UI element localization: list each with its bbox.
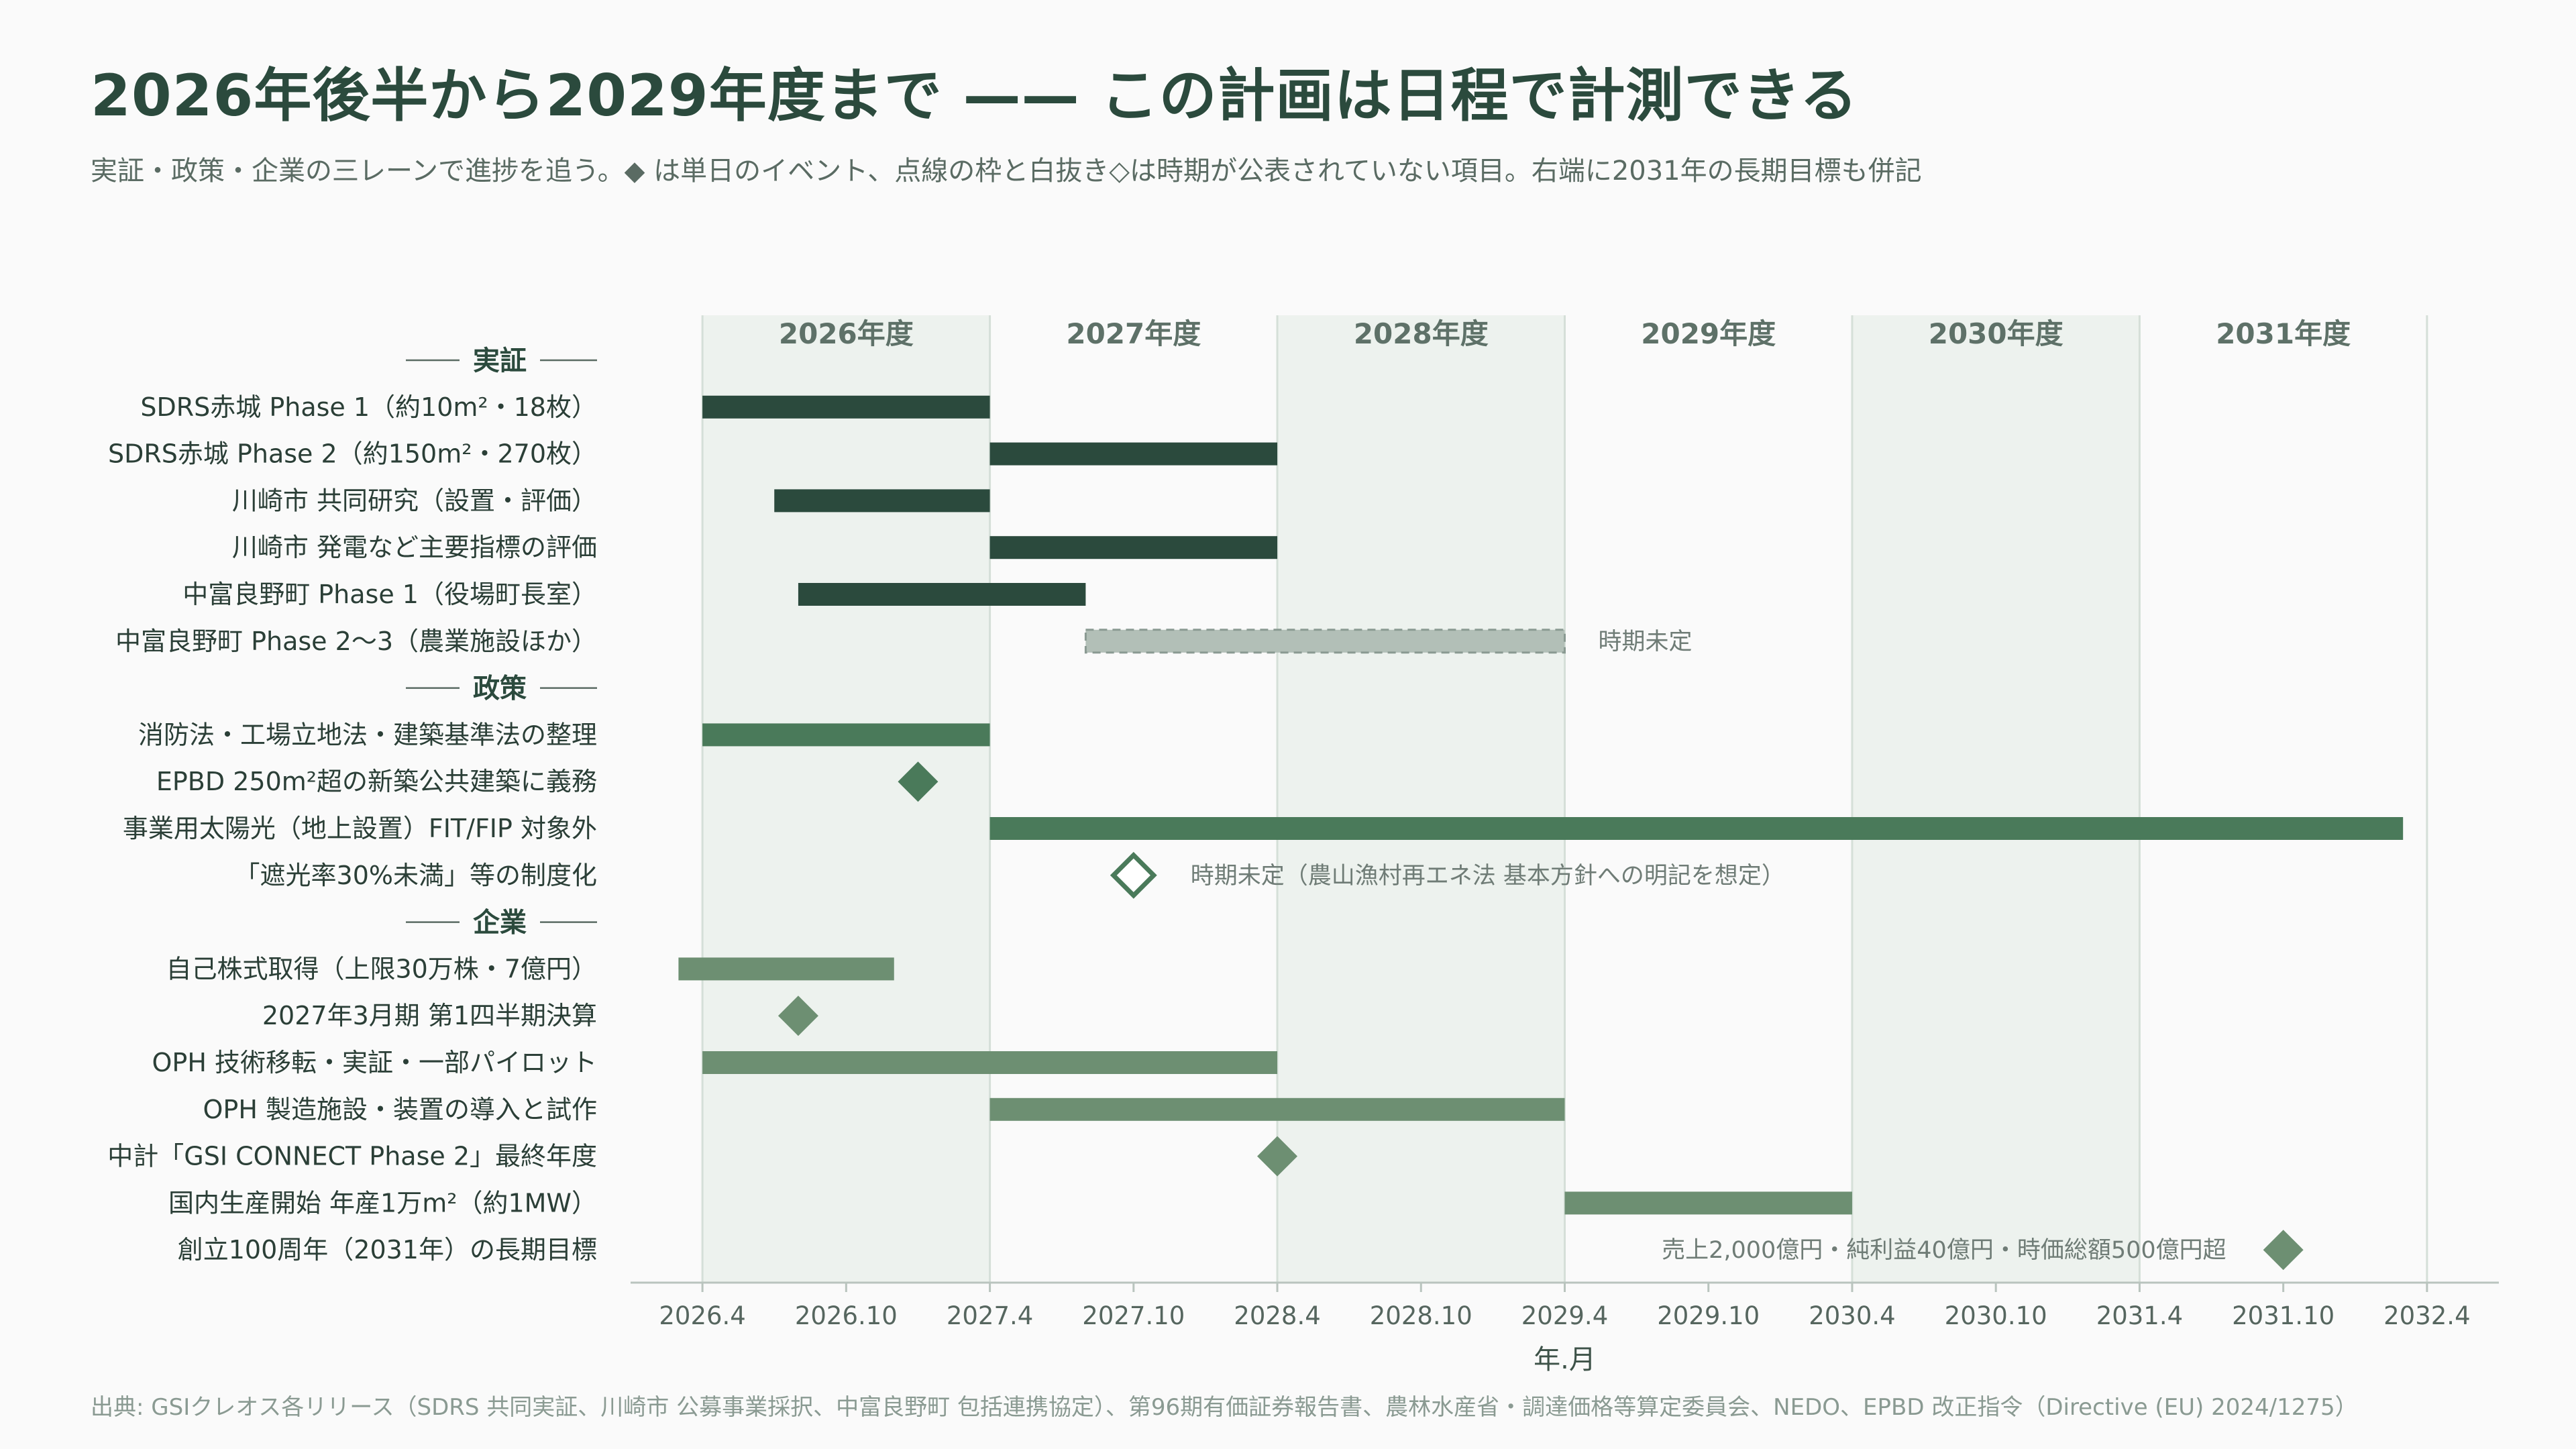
row-label: OPH 製造施設・装置の導入と試作 xyxy=(203,1095,597,1124)
x-axis-title: 年.月 xyxy=(1534,1344,1596,1375)
event-note: 時期未定（農山漁村再エネ法 基本方針への明記を想定） xyxy=(1191,863,1785,890)
section-label: 実証 xyxy=(473,345,527,376)
row-label: 中富良野町 Phase 1（役場町長室） xyxy=(182,580,597,609)
gantt-bar xyxy=(678,957,894,981)
event-marker xyxy=(1257,1136,1298,1177)
row-label: 「遮光率30%未満」等の制度化 xyxy=(235,861,597,890)
x-tick-label: 2029.4 xyxy=(1521,1301,1608,1330)
x-tick-label: 2026.4 xyxy=(659,1301,745,1330)
row-label: 国内生産開始 年産1万m²（約1MW） xyxy=(168,1188,597,1218)
x-tick-label: 2028.10 xyxy=(1370,1301,1472,1330)
event-marker xyxy=(898,761,938,802)
row-label: 中計「GSI CONNECT Phase 2」最終年度 xyxy=(107,1142,597,1171)
x-tick-label: 2028.4 xyxy=(1234,1301,1320,1330)
fiscal-year-label: 2029年度 xyxy=(1641,317,1776,350)
row-label: EPBD 250m²超の新築公共建築に義務 xyxy=(156,767,597,796)
row-label: 消防法・工場立地法・建築基準法の整理 xyxy=(138,720,597,749)
x-tick-label: 2030.10 xyxy=(1945,1301,2047,1330)
row-label: 中富良野町 Phase 2〜3（農業施設ほか） xyxy=(115,627,597,656)
event-marker xyxy=(777,996,818,1036)
event-marker xyxy=(2263,1230,2304,1271)
row-label: 事業用太陽光（地上設置）FIT/FIP 対象外 xyxy=(123,814,597,843)
fiscal-year-label: 2028年度 xyxy=(1354,317,1489,350)
gantt-bar xyxy=(989,536,1278,559)
gantt-bar xyxy=(1564,1191,1852,1215)
x-tick-label: 2031.10 xyxy=(2232,1301,2334,1330)
fiscal-year-label: 2031年度 xyxy=(2216,317,2351,350)
page-title: 2026年後半から2029年度まで —— この計画は日程で計測できる xyxy=(91,62,1858,129)
source-note: 出典: GSIクレオス各リリース（SDRS 共同実証、川崎市 公募事業採択、中富… xyxy=(91,1394,2358,1421)
x-tick-label: 2027.4 xyxy=(947,1301,1033,1330)
gantt-bar xyxy=(702,723,990,747)
x-tick-label: 2032.4 xyxy=(2383,1301,2470,1330)
section-label: 企業 xyxy=(473,908,527,938)
gantt-bar xyxy=(989,442,1278,466)
row-label: 自己株式取得（上限30万株・7億円） xyxy=(166,954,597,983)
fiscal-year-label: 2026年度 xyxy=(779,317,914,350)
row-label: 川崎市 共同研究（設置・評価） xyxy=(232,486,597,515)
fiscal-year-band xyxy=(702,315,990,1283)
page-subtitle: 実証・政策・企業の三レーンで進捗を追う。◆ は単日のイベント、点線の枠と白抜き◇… xyxy=(91,156,1922,186)
x-tick-label: 2027.10 xyxy=(1082,1301,1185,1330)
gantt-bar xyxy=(774,489,990,513)
fiscal-year-band xyxy=(1851,315,2140,1283)
x-tick-label: 2029.10 xyxy=(1657,1301,1760,1330)
row-label: 創立100周年（2031年）の長期目標 xyxy=(178,1235,597,1265)
bar-note: 時期未定 xyxy=(1599,629,1693,655)
x-tick-label: 2031.4 xyxy=(2096,1301,2183,1330)
gantt-bar xyxy=(989,1097,1565,1121)
row-label: SDRS赤城 Phase 2（約150m²・270枚） xyxy=(108,439,597,469)
x-tick-label: 2030.4 xyxy=(1809,1301,1895,1330)
event-marker-undetermined xyxy=(1110,851,1157,899)
gantt-bar xyxy=(702,395,990,419)
section-label: 政策 xyxy=(473,674,527,704)
row-label: 川崎市 発電など主要指標の評価 xyxy=(232,533,597,562)
row-label: 2027年3月期 第1四半期決算 xyxy=(262,1001,597,1030)
event-note: 売上2,000億円・純利益40億円・時価総額500億円超 xyxy=(1662,1237,2226,1264)
row-label: SDRS赤城 Phase 1（約10m²・18枚） xyxy=(140,392,597,422)
fiscal-year-band xyxy=(1277,315,1565,1283)
fiscal-year-label: 2030年度 xyxy=(1929,317,2063,350)
gantt-bar-undetermined xyxy=(1084,629,1566,654)
x-tick-label: 2026.10 xyxy=(795,1301,898,1330)
gantt-bar xyxy=(702,1051,1278,1074)
gantt-bar xyxy=(989,817,2404,840)
row-label: OPH 技術移転・実証・一部パイロット xyxy=(152,1048,597,1077)
fiscal-year-label: 2027年度 xyxy=(1066,317,1201,350)
gantt-bar xyxy=(798,583,1086,606)
